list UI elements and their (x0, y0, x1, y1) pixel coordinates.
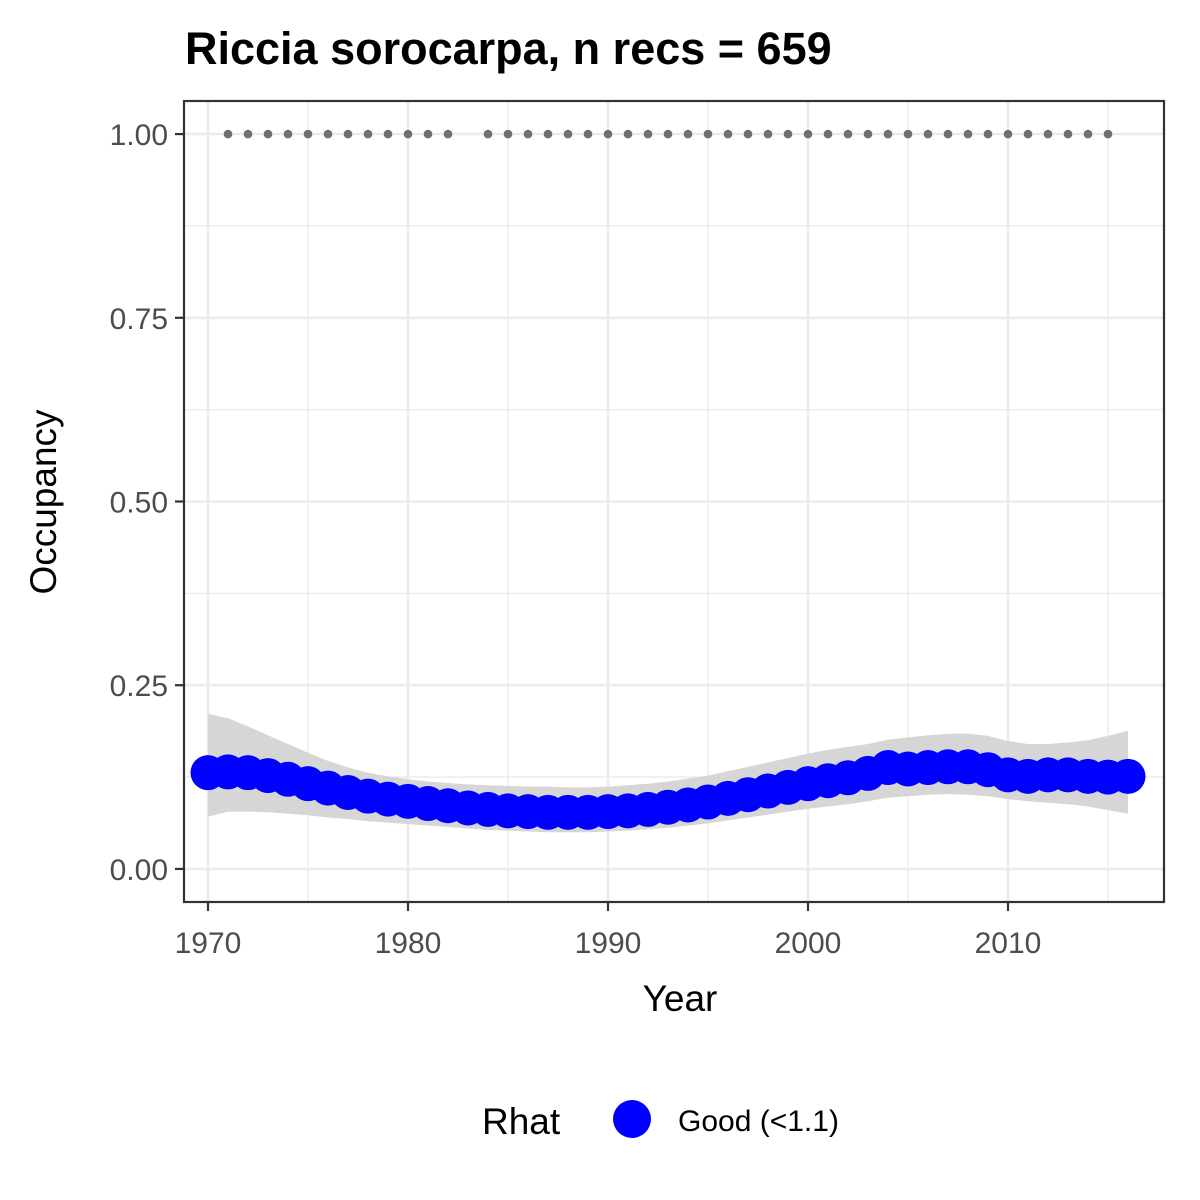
axis-ticks-layer: 0.00 0.25 0.50 0.75 1.00 1970 1980 1990 2000 2010 (110, 119, 1042, 960)
record-point (923, 129, 933, 139)
record-point (743, 129, 753, 139)
record-point (303, 129, 313, 139)
record-point (603, 129, 613, 139)
record-point (683, 129, 693, 139)
occupancy-point (1110, 758, 1146, 794)
y-tick-label: 0.25 (110, 670, 168, 703)
record-point (1083, 129, 1093, 139)
record-point (323, 129, 333, 139)
record-point (843, 129, 853, 139)
record-point (443, 129, 453, 139)
record-point (363, 129, 373, 139)
legend-title: Rhat (482, 1101, 561, 1142)
record-point (703, 129, 713, 139)
record-point (403, 129, 413, 139)
record-point (983, 129, 993, 139)
y-axis-title: Occupancy (23, 409, 64, 595)
record-point (423, 129, 433, 139)
record-point (1043, 129, 1053, 139)
record-point (283, 129, 293, 139)
occupancy-points-layer (190, 749, 1146, 830)
x-tick-label: 2010 (975, 927, 1042, 960)
x-axis-title: Year (643, 978, 718, 1019)
record-point (563, 129, 573, 139)
record-point (763, 129, 773, 139)
record-point (263, 129, 273, 139)
record-point (663, 129, 673, 139)
record-point (503, 129, 513, 139)
record-point (223, 129, 233, 139)
record-point (883, 129, 893, 139)
x-tick-label: 1970 (175, 927, 242, 960)
legend-label-good: Good (<1.1) (678, 1105, 839, 1138)
record-point (963, 129, 973, 139)
record-point (243, 129, 253, 139)
record-point (643, 129, 653, 139)
record-point (1023, 129, 1033, 139)
record-point (863, 129, 873, 139)
record-point (783, 129, 793, 139)
y-tick-label: 1.00 (110, 119, 168, 152)
legend: Rhat Good (<1.1) (482, 1100, 839, 1142)
record-point (483, 129, 493, 139)
record-point (623, 129, 633, 139)
record-point (943, 129, 953, 139)
record-point (383, 129, 393, 139)
record-point (583, 129, 593, 139)
x-tick-label: 1990 (575, 927, 642, 960)
record-point (823, 129, 833, 139)
record-point (903, 129, 913, 139)
x-tick-label: 2000 (775, 927, 842, 960)
record-point (803, 129, 813, 139)
record-point (523, 129, 533, 139)
y-tick-label: 0.00 (110, 854, 168, 887)
y-tick-label: 0.50 (110, 487, 168, 520)
record-point (1103, 129, 1113, 139)
chart-title: Riccia sorocarpa, n recs = 659 (185, 23, 832, 74)
legend-key-good (613, 1100, 651, 1138)
record-point (343, 129, 353, 139)
x-tick-label: 1980 (375, 927, 442, 960)
record-point (1063, 129, 1073, 139)
record-point (723, 129, 733, 139)
record-point (543, 129, 553, 139)
record-point (1003, 129, 1013, 139)
record-points-layer (223, 129, 1113, 139)
y-tick-label: 0.75 (110, 303, 168, 336)
